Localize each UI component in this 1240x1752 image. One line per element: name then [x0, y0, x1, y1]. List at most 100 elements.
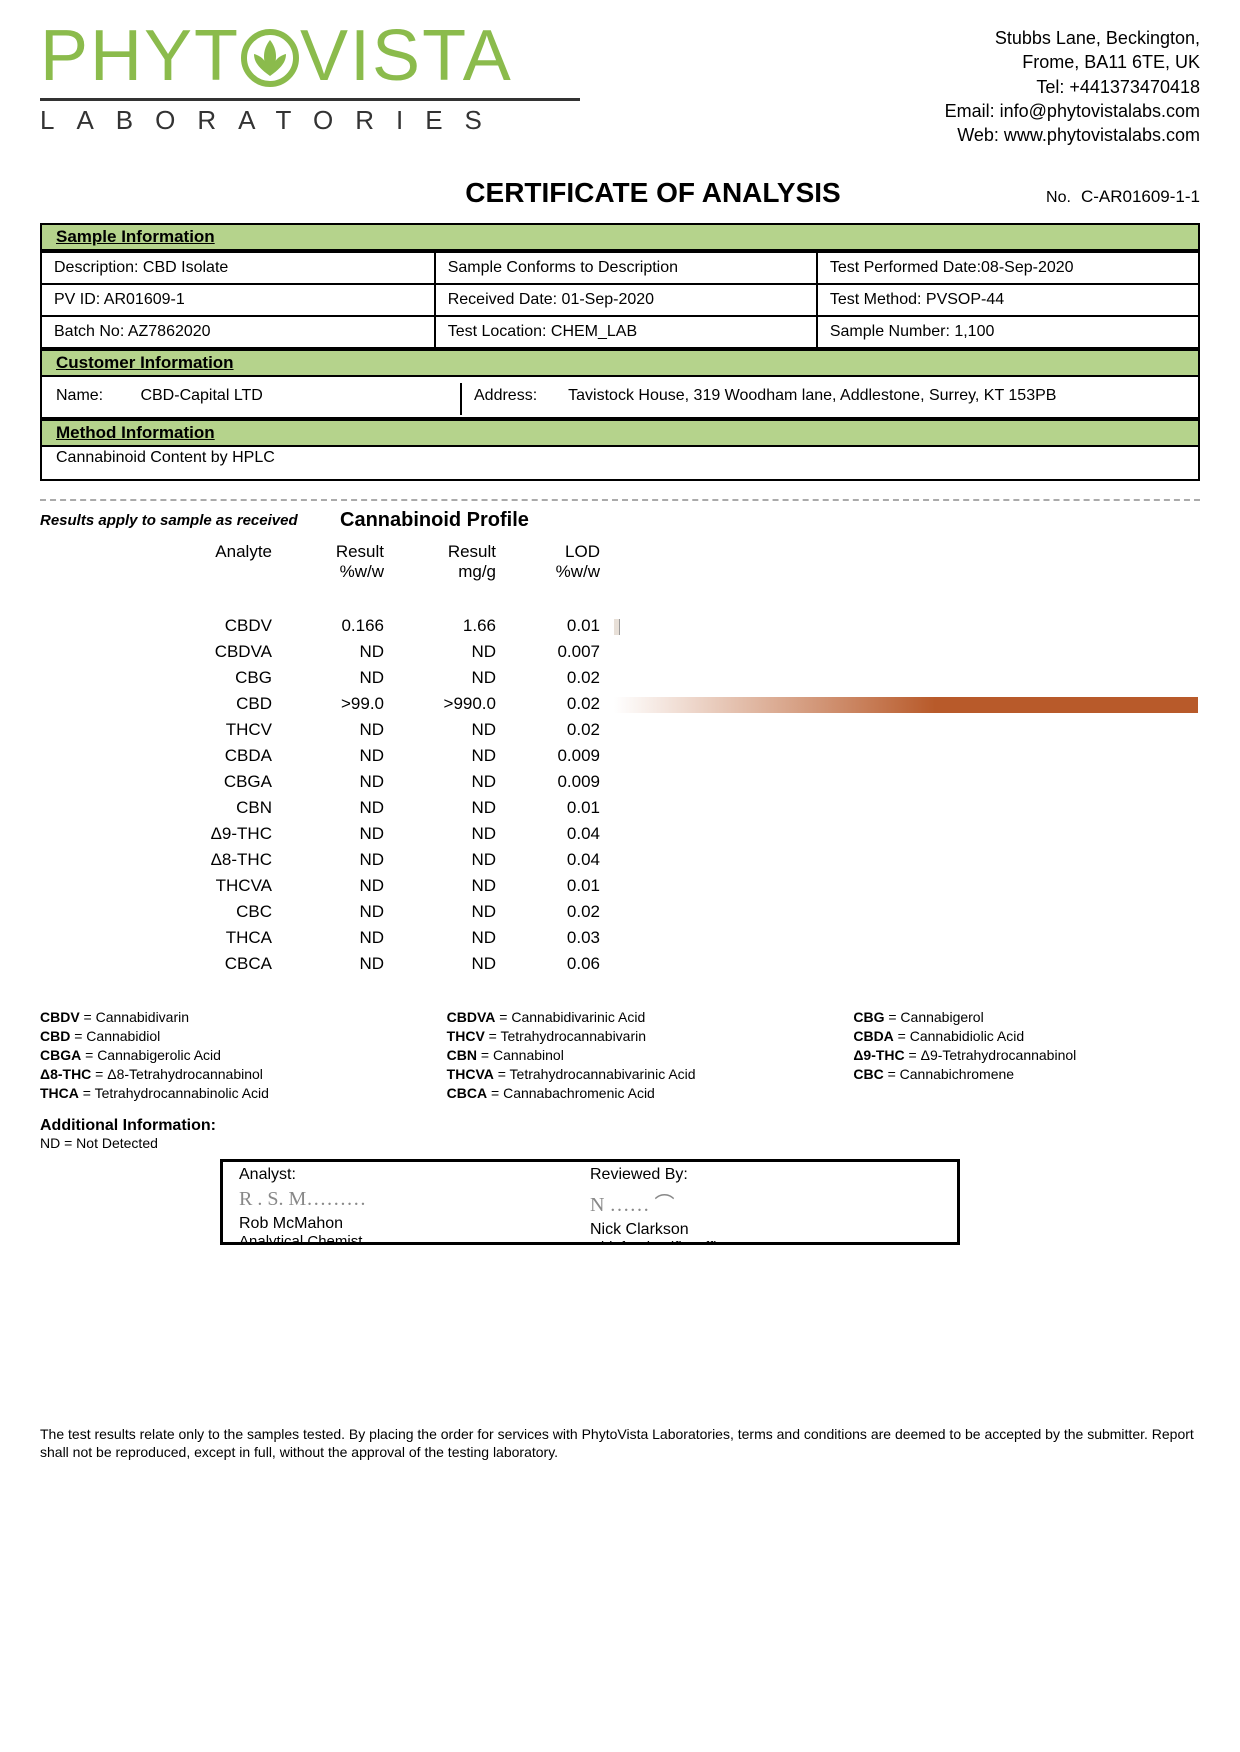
test-location: Test Location: CHEM_LAB [435, 316, 817, 348]
legend-item: THCA = Tetrahydrocannabinolic Acid [40, 1084, 387, 1103]
logo-block: PHYTVISTA LABORATORIES [40, 20, 580, 136]
col-header-bar [610, 540, 1198, 612]
table-row: THCVANDND0.01 [42, 874, 1198, 898]
contact-line: Email: info@phytovistalabs.com [945, 99, 1200, 123]
lod-value: 0.02 [518, 718, 608, 742]
bar-cell [610, 796, 1198, 820]
bar-cell [610, 874, 1198, 898]
contact-block: Stubbs Lane, Beckington, Frome, BA11 6TE… [945, 26, 1200, 147]
result-ww: ND [294, 744, 404, 768]
col-header-result-mgg: Resultmg/g [406, 540, 516, 612]
table-row: CBGANDND0.009 [42, 770, 1198, 794]
table-row: PV ID: AR01609-1 Received Date: 01-Sep-2… [41, 284, 1199, 316]
table-row: Δ8-THCNDND0.04 [42, 848, 1198, 872]
analyte-name: CBGA [42, 770, 292, 794]
analyte-name: CBD [42, 692, 292, 716]
table-row: Description: CBD Isolate Sample Conforms… [41, 252, 1199, 284]
table-row: CBDV0.1661.660.01 [42, 614, 1198, 638]
table-row: Batch No: AZ7862020 Test Location: CHEM_… [41, 316, 1199, 348]
lod-value: 0.01 [518, 874, 608, 898]
section-bar-sample: Sample Information [40, 223, 1200, 251]
analyst-label: Analyst: [239, 1166, 590, 1184]
bar-cell [610, 744, 1198, 768]
section-bar-customer: Customer Information [40, 349, 1200, 377]
additional-info-body: ND = Not Detected [40, 1135, 1200, 1151]
logo-rule [40, 98, 580, 101]
result-mgg: ND [406, 926, 516, 950]
results-note: Results apply to sample as received [40, 512, 340, 529]
result-ww: ND [294, 718, 404, 742]
analyst-signature: Analyst: R . S. M……… Rob McMahon Analyti… [239, 1166, 590, 1242]
bar-cell [610, 770, 1198, 794]
analyst-name: Rob McMahon [239, 1215, 590, 1233]
cannabinoid-profile-table: Analyte Result%w/w Resultmg/g LOD%w/w CB… [40, 538, 1200, 978]
bar-cell [610, 952, 1198, 976]
legend-item: CBD = Cannabidiol [40, 1027, 387, 1046]
bar-cell [610, 640, 1198, 664]
lod-value: 0.02 [518, 900, 608, 924]
cert-no-label: No. [1046, 189, 1071, 207]
legend-item: CBGA = Cannabigerolic Acid [40, 1046, 387, 1065]
legend-col: CBDV = CannabidivarinCBD = CannabidiolCB… [40, 1008, 387, 1102]
legend-col: CBG = CannabigerolCBDA = Cannabidiolic A… [853, 1008, 1200, 1102]
result-ww: ND [294, 952, 404, 976]
result-mgg: ND [406, 952, 516, 976]
method-info: Cannabinoid Content by HPLC [40, 447, 1200, 481]
footer-disclaimer: The test results relate only to the samp… [40, 1425, 1200, 1461]
reviewer-signature: Reviewed By: N …… ⌒ Nick Clarkson Chief … [590, 1166, 941, 1242]
batch-no: Batch No: AZ7862020 [41, 316, 435, 348]
lod-value: 0.01 [518, 614, 608, 638]
reviewer-role: Chief Scientific Officer [590, 1239, 941, 1245]
result-ww: ND [294, 926, 404, 950]
received-date: Received Date: 01-Sep-2020 [435, 284, 817, 316]
lod-value: 0.04 [518, 822, 608, 846]
result-ww: ND [294, 874, 404, 898]
legend-item: CBDV = Cannabidivarin [40, 1008, 387, 1027]
result-ww: ND [294, 666, 404, 690]
lod-value: 0.007 [518, 640, 608, 664]
table-row: THCANDND0.03 [42, 926, 1198, 950]
result-ww: ND [294, 900, 404, 924]
result-ww: 0.166 [294, 614, 404, 638]
bar-cell [610, 926, 1198, 950]
reviewer-name: Nick Clarkson [590, 1221, 941, 1239]
bar-cell [610, 692, 1198, 716]
sample-description: Description: CBD Isolate [41, 252, 435, 284]
legend-item: Δ9-THC = Δ9-Tetrahydrocannabinol [853, 1046, 1200, 1065]
legend-item: THCVA = Tetrahydrocannabivarinic Acid [447, 1065, 794, 1084]
result-mgg: ND [406, 744, 516, 768]
analyte-name: Δ9-THC [42, 822, 292, 846]
result-mgg: >990.0 [406, 692, 516, 716]
result-ww: ND [294, 848, 404, 872]
customer-addr-label: Address: [474, 387, 564, 405]
section-bar-method: Method Information [40, 419, 1200, 447]
result-mgg: ND [406, 718, 516, 742]
result-mgg: ND [406, 848, 516, 872]
logo-main: PHYTVISTA [40, 20, 580, 92]
table-row: CBDANDND0.009 [42, 744, 1198, 768]
analyte-name: Δ8-THC [42, 848, 292, 872]
contact-line: Frome, BA11 6TE, UK [945, 50, 1200, 74]
result-bar [614, 697, 1198, 713]
result-ww: >99.0 [294, 692, 404, 716]
page-header: PHYTVISTA LABORATORIES Stubbs Lane, Beck… [40, 20, 1200, 147]
result-mgg: ND [406, 874, 516, 898]
legend-col: CBDVA = Cannabidivarinic AcidTHCV = Tetr… [447, 1008, 794, 1102]
lod-value: 0.02 [518, 666, 608, 690]
customer-info: Name: CBD-Capital LTD Address: Tavistock… [40, 377, 1200, 419]
legend-item: CBG = Cannabigerol [853, 1008, 1200, 1027]
pv-id: PV ID: AR01609-1 [41, 284, 435, 316]
bar-cell [610, 822, 1198, 846]
title-row: CERTIFICATE OF ANALYSIS No. C-AR01609-1-… [40, 177, 1200, 209]
contact-line: Tel: +441373470418 [945, 75, 1200, 99]
result-ww: ND [294, 770, 404, 794]
result-ww: ND [294, 796, 404, 820]
legend-item: CBC = Cannabichromene [853, 1065, 1200, 1084]
table-row: CBNNDND0.01 [42, 796, 1198, 820]
analyte-name: CBC [42, 900, 292, 924]
table-row: Δ9-THCNDND0.04 [42, 822, 1198, 846]
method-text: Cannabinoid Content by HPLC [56, 449, 275, 466]
test-performed-date: Test Performed Date:08-Sep-2020 [817, 252, 1199, 284]
customer-name-value: CBD-Capital LTD [140, 387, 262, 404]
customer-name-label: Name: [56, 387, 136, 405]
